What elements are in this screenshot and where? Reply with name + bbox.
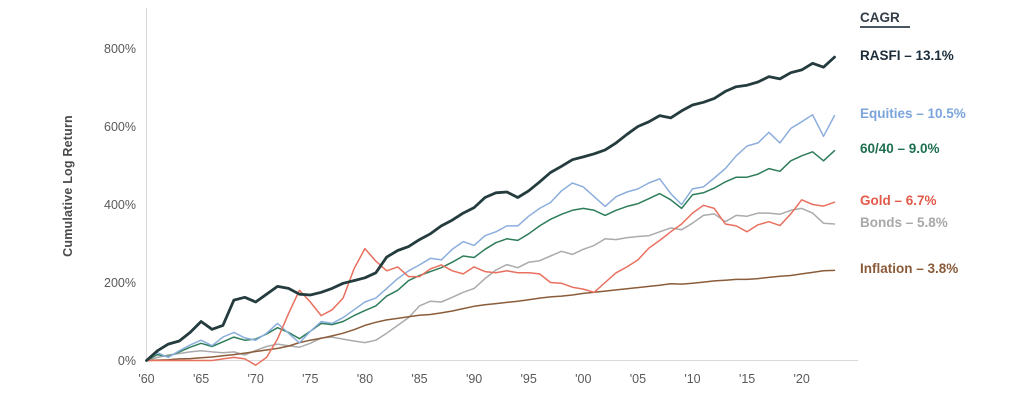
legend-header: CAGR [860,10,910,28]
y-tick-label: 600% [104,120,136,134]
inflation-line [145,269,836,362]
x-tick-label: '65 [193,372,209,386]
legend-item-equities: Equities – 10.5% [860,106,966,122]
equities-line [145,114,836,362]
y-tick-label: 800% [104,42,136,56]
x-tick-label: '85 [411,372,427,386]
legend-item-rasfi: RASFI – 13.1% [860,47,954,63]
x-tick-label: '80 [357,372,373,386]
rasfi-line [145,55,836,362]
y-tick-label: 200% [104,276,136,290]
y-tick-label: 0% [118,354,136,368]
legend-item-gold: Gold – 6.7% [860,192,937,208]
x-tick-label: '15 [739,372,755,386]
y-axis-title: Cumulative Log Return [61,115,75,257]
60-40-line [145,149,836,362]
x-tick-label: '00 [575,372,591,386]
x-tick-label: '75 [302,372,318,386]
legend-item-inflation: Inflation – 3.8% [860,260,959,276]
bonds-line [145,207,836,362]
x-tick-label: '20 [794,372,810,386]
x-tick-label: '05 [630,372,646,386]
x-tick-label: '95 [521,372,537,386]
y-tick-label: 400% [104,198,136,212]
x-tick-label: '90 [466,372,482,386]
x-tick-label: '70 [248,372,264,386]
legend-item-bonds: Bonds – 5.8% [860,214,948,230]
cagr-legend: CAGR RASFI – 13.1% Equities – 10.5% 60/40 … [858,0,1022,411]
gold-line [145,199,836,366]
legend-item-60-40: 60/40 – 9.0% [860,141,940,157]
x-tick-label: '10 [684,372,700,386]
x-tick-label: '60 [138,372,154,386]
